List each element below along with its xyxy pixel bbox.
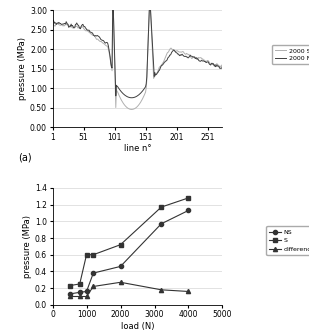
NS [119,264,122,268]
2000 S [129,108,133,112]
Line: NS: NS [67,208,191,296]
S [159,205,163,209]
S [78,282,82,286]
NS [91,271,95,275]
NS [85,289,88,293]
S [187,196,190,200]
S [68,284,71,288]
Legend: 2000 S, 2000 NS: 2000 S, 2000 NS [272,45,309,64]
2000 S [221,63,224,67]
S [85,253,88,257]
2000 NS [90,31,94,35]
2000 NS [51,19,54,23]
2000 NS [108,51,112,55]
difference [68,294,71,298]
NS [159,222,163,226]
X-axis label: line n°: line n° [124,144,151,153]
NS [68,292,71,296]
2000 S [170,48,174,52]
2000 NS [111,8,115,12]
Line: 2000 NS: 2000 NS [53,10,222,98]
NS [78,290,82,294]
2000 S [158,65,162,69]
2000 NS [146,41,150,45]
Line: 2000 S: 2000 S [53,10,222,110]
difference [85,294,88,298]
2000 NS [170,50,174,54]
Y-axis label: pressure (MPa): pressure (MPa) [18,37,27,100]
S [91,253,95,257]
Text: (a): (a) [19,153,32,163]
2000 S [146,42,150,46]
difference [119,280,122,284]
Y-axis label: pressure (MPa): pressure (MPa) [23,215,32,278]
2000 NS [129,96,133,100]
2000 S [90,33,94,37]
2000 S [154,73,157,77]
Legend: NS, S, difference: NS, S, difference [266,226,309,255]
Line: S: S [67,196,191,288]
difference [159,288,163,292]
X-axis label: load (N): load (N) [121,322,154,331]
2000 S [51,22,54,26]
difference [91,284,95,288]
2000 S [108,53,112,57]
difference [78,294,82,298]
NS [187,208,190,212]
2000 S [111,8,115,12]
2000 NS [221,65,224,69]
Line: difference: difference [67,280,191,298]
2000 NS [158,67,162,71]
S [119,243,122,247]
difference [187,289,190,293]
2000 NS [154,73,157,77]
